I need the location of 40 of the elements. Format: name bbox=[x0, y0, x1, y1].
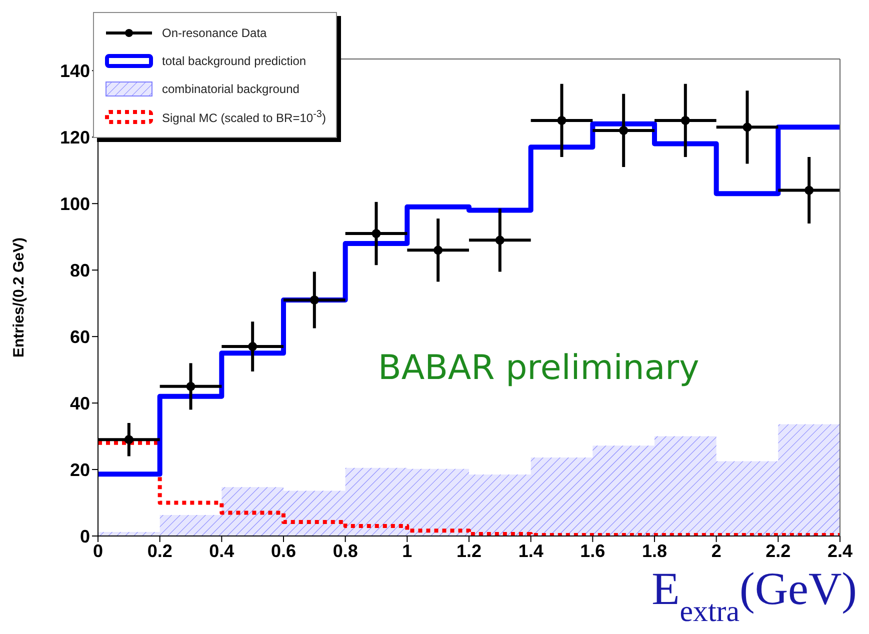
point bbox=[680, 116, 690, 125]
legend-label: total background prediction bbox=[162, 54, 306, 68]
y-axis-title: Entries/(0.2 GeV) bbox=[10, 237, 28, 358]
y-tick-label: 100 bbox=[60, 194, 90, 214]
x-tick-label: 2.2 bbox=[766, 540, 791, 561]
point bbox=[619, 126, 628, 135]
y-tick-label: 140 bbox=[60, 61, 90, 82]
annotation: BABAR preliminary bbox=[378, 348, 700, 388]
x-axis-title: E$_{extra}$(GeV) bbox=[652, 563, 857, 628]
x-tick-label: 1.8 bbox=[642, 540, 668, 561]
y-tick-label: 20 bbox=[70, 460, 90, 480]
y-tick-label: 80 bbox=[70, 260, 90, 280]
y-tick-label: 0 bbox=[80, 526, 90, 546]
point bbox=[372, 229, 381, 238]
x-tick-label: 1 bbox=[402, 540, 412, 561]
x-tick-label: 2 bbox=[711, 540, 722, 561]
y-tick-label: 120 bbox=[60, 128, 90, 148]
point bbox=[495, 236, 504, 245]
x-tick-label: 0.4 bbox=[209, 540, 234, 561]
legend-label: Signal MC (scaled to BR=10$^{-3}$) bbox=[162, 109, 326, 125]
point bbox=[124, 435, 134, 444]
legend-label: On-resonance Data bbox=[162, 26, 267, 40]
point bbox=[434, 246, 443, 255]
point bbox=[310, 295, 319, 304]
y-tick-label: 60 bbox=[70, 326, 90, 347]
x-tick-label: 0.6 bbox=[270, 540, 296, 561]
point bbox=[742, 122, 752, 132]
point bbox=[186, 382, 196, 391]
x-tick-label: 0.8 bbox=[332, 540, 358, 561]
point bbox=[804, 186, 814, 195]
point bbox=[248, 342, 258, 352]
x-tick-label: 1.4 bbox=[518, 540, 544, 561]
legend-label: combinatorial background bbox=[162, 82, 300, 96]
x-tick-label: 0.2 bbox=[147, 540, 172, 561]
x-tick-label: 2.4 bbox=[827, 540, 853, 561]
x-tick-label: 1.6 bbox=[580, 540, 606, 561]
x-tick-label: 0 bbox=[92, 540, 104, 561]
x-tick-label: 1.2 bbox=[456, 540, 482, 561]
point bbox=[557, 116, 566, 125]
y-tick-label: 40 bbox=[70, 393, 90, 414]
